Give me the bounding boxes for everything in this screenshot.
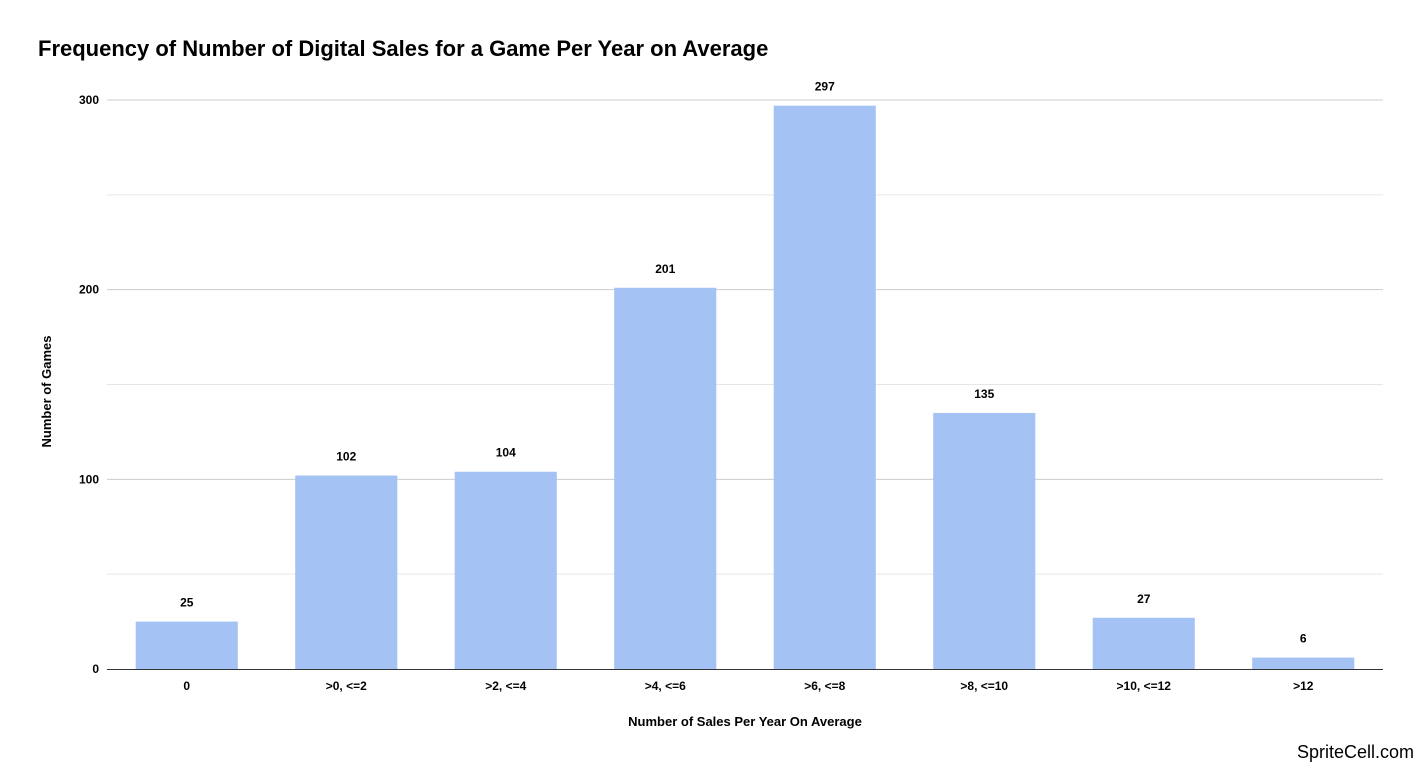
y-tick-label: 200 (79, 283, 99, 297)
bar (295, 475, 398, 669)
y-axis-ticks: 0 100 200 300 (79, 93, 99, 676)
x-axis-ticks: 0 >0, <=2 >2, <=4 >4, <=6 >6, <=8 >8, <=10 >10… (183, 679, 1313, 693)
bar-value-label: 104 (496, 446, 516, 460)
x-tick-label: 0 (183, 679, 190, 693)
y-tick-label: 100 (79, 472, 99, 486)
bars (135, 105, 1355, 669)
x-tick-label: >6, <=8 (804, 679, 845, 693)
x-tick-label: >2, <=4 (485, 679, 526, 693)
y-axis-title: Number of Games (39, 336, 54, 448)
chart-title: Frequency of Number of Digital Sales for… (38, 36, 769, 61)
bar-value-label: 102 (336, 450, 356, 464)
bar (773, 105, 876, 669)
data-labels: 25 102 104 201 297 135 27 6 (180, 80, 1307, 646)
watermark-text: SpriteCell.com (1296, 742, 1414, 762)
bar-value-label: 297 (815, 80, 835, 94)
bar (933, 412, 1036, 669)
x-tick-label: >0, <=2 (326, 679, 367, 693)
bar (135, 621, 238, 669)
bar (1252, 657, 1355, 669)
bar-value-label: 6 (1300, 632, 1307, 646)
bar (454, 471, 557, 669)
bar (614, 287, 717, 669)
bar-value-label: 201 (655, 262, 675, 276)
x-tick-label: >10, <=12 (1117, 679, 1172, 693)
x-tick-label: >4, <=6 (645, 679, 686, 693)
x-tick-label: >12 (1293, 679, 1314, 693)
bar-value-label: 27 (1137, 592, 1151, 606)
bar-value-label: 135 (974, 387, 994, 401)
y-tick-label: 300 (79, 93, 99, 107)
x-tick-label: >8, <=10 (960, 679, 1008, 693)
y-tick-label: 0 (92, 662, 99, 676)
bar-value-label: 25 (180, 596, 194, 610)
bar (1092, 617, 1195, 669)
x-axis-title: Number of Sales Per Year On Average (628, 714, 862, 729)
